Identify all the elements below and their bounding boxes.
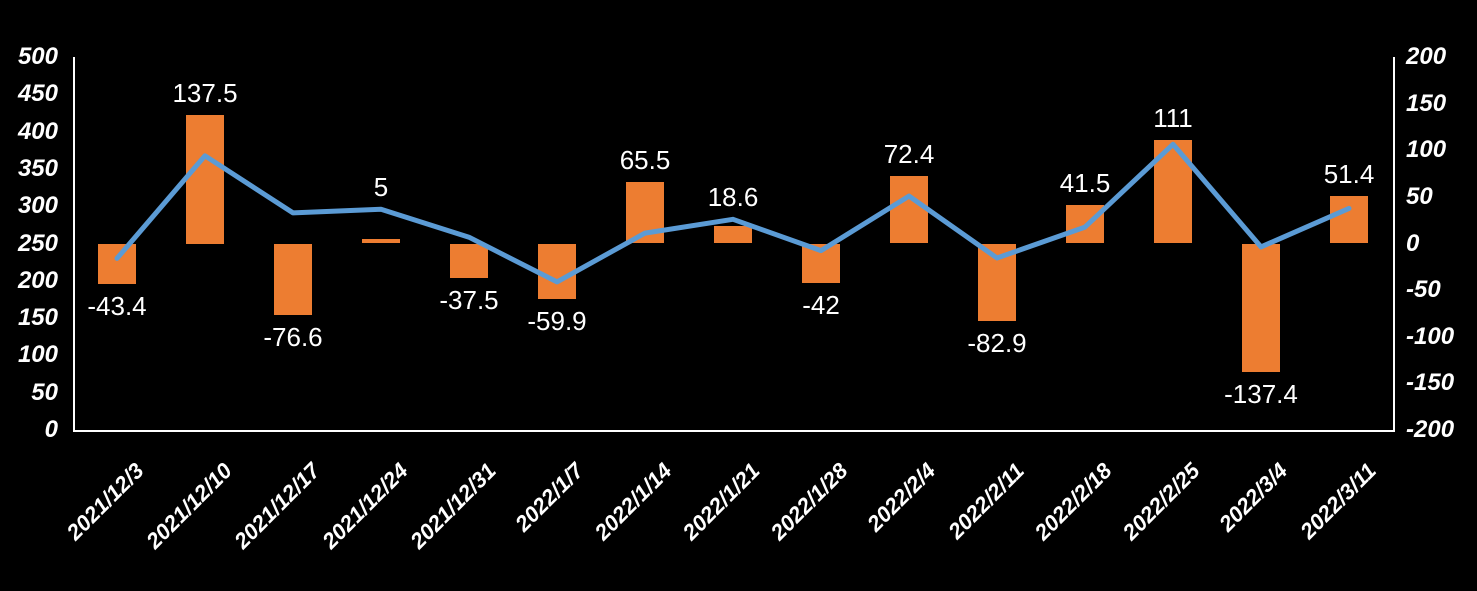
x-axis-label: 2021/12/31: [405, 458, 501, 554]
bar-data-label: 72.4: [883, 138, 935, 169]
left-axis-tick: 450: [17, 80, 58, 108]
left-axis-tick: 200: [17, 266, 58, 294]
right-axis-tick: 0: [1406, 229, 1420, 257]
left-axis-tick: 300: [17, 192, 58, 220]
right-axis-tick: 50: [1406, 182, 1433, 210]
x-axis-label: 2022/2/11: [942, 458, 1029, 544]
bar-data-label: -76.6: [263, 321, 323, 352]
bar-data-label: -82.9: [967, 327, 1027, 358]
right-axis-tick: 100: [1406, 136, 1447, 164]
x-axis-label: 2021/12/17: [229, 458, 325, 554]
bar-data-label: 51.4: [1323, 158, 1375, 189]
left-axis-tick: 500: [17, 43, 58, 70]
left-axis-tick: 250: [17, 229, 58, 257]
left-axis-tick: 350: [17, 154, 58, 182]
bar-data-label: -137.4: [1224, 378, 1298, 409]
bar-data-label: 41.5: [1059, 167, 1111, 198]
right-axis-tick: -100: [1406, 322, 1455, 350]
x-axis-label: 2021/12/10: [141, 458, 237, 554]
bar-data-label: -42: [802, 289, 840, 320]
x-axis-label: 2022/1/7: [510, 458, 589, 537]
left-axis-tick: 0: [44, 416, 58, 443]
left-axis-tick: 100: [17, 341, 58, 369]
bar-data-label: 111: [1153, 102, 1193, 133]
right-axis-tick: 150: [1406, 89, 1447, 117]
bar-data-label: -37.5: [439, 285, 499, 316]
x-axis-label: 2022/3/4: [1214, 458, 1293, 537]
x-axis-label: 2022/1/14: [589, 458, 677, 545]
x-axis-label: 2021/12/3: [61, 458, 149, 545]
x-axis-label: 2022/2/18: [1029, 458, 1117, 545]
bar-data-label: 18.6: [707, 182, 759, 213]
bar-data-label: 137.5: [172, 78, 238, 109]
x-axis-label: 2022/3/11: [1294, 458, 1381, 544]
left-axis-tick: 50: [31, 378, 58, 406]
x-axis-label: 2021/12/24: [317, 458, 413, 554]
right-axis-tick: -50: [1406, 276, 1441, 304]
bar-data-label: 5: [373, 172, 389, 203]
right-axis-tick: -150: [1406, 369, 1455, 397]
x-axis-label: 2022/2/4: [862, 458, 941, 537]
bar-data-label: -43.4: [87, 290, 147, 321]
x-axis-label: 2022/2/25: [1117, 458, 1205, 545]
x-axis-label: 2022/1/21: [677, 458, 765, 545]
bar-data-label: -59.9: [527, 306, 587, 337]
plot-area: [73, 57, 1395, 432]
left-axis-tick: 150: [17, 304, 58, 332]
left-axis-tick: 400: [17, 117, 58, 145]
right-axis-tick: -200: [1406, 416, 1455, 443]
x-axis-label: 2022/1/28: [765, 458, 853, 545]
right-axis-tick: 200: [1406, 43, 1447, 70]
bar-data-label: 65.5: [619, 145, 671, 176]
